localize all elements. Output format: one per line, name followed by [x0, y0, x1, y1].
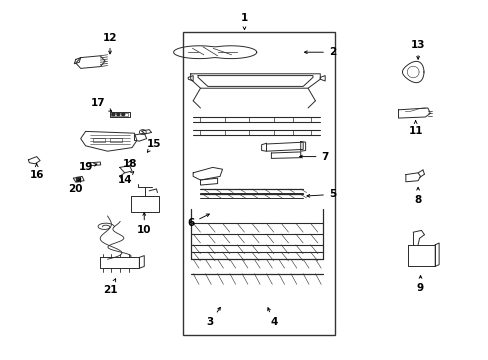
Text: 4: 4 — [267, 308, 277, 327]
Text: 17: 17 — [90, 98, 111, 111]
Text: 2: 2 — [304, 47, 335, 57]
Circle shape — [117, 113, 120, 116]
Text: 12: 12 — [102, 33, 117, 54]
Text: 6: 6 — [187, 214, 209, 228]
Bar — [110, 138, 122, 142]
Text: 3: 3 — [206, 307, 220, 327]
Bar — [111, 113, 128, 116]
Text: 15: 15 — [146, 139, 161, 152]
Text: 11: 11 — [407, 121, 422, 136]
Circle shape — [122, 113, 124, 116]
Text: 13: 13 — [410, 40, 425, 59]
Text: 19: 19 — [78, 162, 97, 172]
Text: 21: 21 — [102, 279, 117, 295]
Text: 18: 18 — [122, 159, 137, 169]
Bar — [183, 32, 334, 335]
Text: 5: 5 — [306, 189, 335, 199]
Circle shape — [112, 113, 115, 116]
Text: 10: 10 — [137, 213, 151, 235]
Bar — [93, 138, 105, 142]
Text: 8: 8 — [414, 188, 421, 205]
Text: 20: 20 — [68, 179, 83, 194]
Text: 7: 7 — [299, 152, 328, 162]
Text: 14: 14 — [117, 172, 133, 185]
Text: 1: 1 — [241, 13, 247, 30]
Text: 16: 16 — [29, 164, 44, 180]
Text: 9: 9 — [416, 276, 423, 293]
